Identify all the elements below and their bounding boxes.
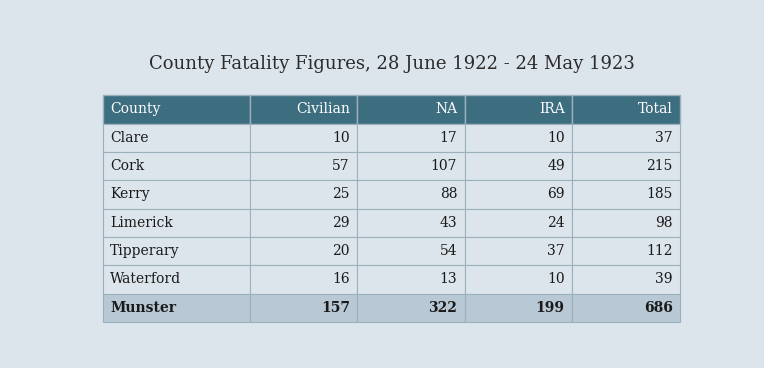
Bar: [572, 180, 681, 209]
Bar: [465, 124, 572, 152]
Bar: [572, 152, 681, 180]
Bar: [358, 209, 465, 237]
Text: IRA: IRA: [539, 102, 565, 116]
Bar: [572, 237, 681, 265]
Text: 37: 37: [547, 244, 565, 258]
Text: 20: 20: [332, 244, 350, 258]
Bar: [465, 180, 572, 209]
Bar: [572, 265, 681, 294]
Bar: [102, 294, 250, 322]
Text: 16: 16: [332, 272, 350, 286]
Bar: [250, 237, 358, 265]
Bar: [358, 95, 465, 124]
Text: 686: 686: [644, 301, 673, 315]
Text: 29: 29: [332, 216, 350, 230]
Text: 43: 43: [439, 216, 457, 230]
Bar: [572, 209, 681, 237]
Bar: [572, 95, 681, 124]
Text: 185: 185: [646, 187, 673, 201]
Text: 37: 37: [656, 131, 673, 145]
Bar: [250, 180, 358, 209]
Bar: [358, 237, 465, 265]
Bar: [572, 124, 681, 152]
Bar: [102, 180, 250, 209]
Bar: [572, 294, 681, 322]
Text: Total: Total: [638, 102, 673, 116]
Text: 215: 215: [646, 159, 673, 173]
Text: Waterford: Waterford: [110, 272, 181, 286]
Text: County: County: [110, 102, 160, 116]
Text: 25: 25: [332, 187, 350, 201]
Text: Limerick: Limerick: [110, 216, 173, 230]
Text: Clare: Clare: [110, 131, 149, 145]
Bar: [250, 152, 358, 180]
Bar: [102, 124, 250, 152]
Bar: [465, 237, 572, 265]
Text: NA: NA: [435, 102, 457, 116]
Text: 199: 199: [536, 301, 565, 315]
Text: 24: 24: [547, 216, 565, 230]
Bar: [465, 209, 572, 237]
Bar: [465, 152, 572, 180]
Bar: [358, 180, 465, 209]
Text: Munster: Munster: [110, 301, 176, 315]
Text: 10: 10: [547, 131, 565, 145]
Text: 112: 112: [646, 244, 673, 258]
Text: 10: 10: [332, 131, 350, 145]
Text: 98: 98: [656, 216, 673, 230]
Bar: [250, 209, 358, 237]
Bar: [250, 95, 358, 124]
Bar: [250, 265, 358, 294]
Bar: [250, 294, 358, 322]
Text: Cork: Cork: [110, 159, 144, 173]
Bar: [358, 152, 465, 180]
Text: 10: 10: [547, 272, 565, 286]
Bar: [102, 209, 250, 237]
Text: County Fatality Figures, 28 June 1922 - 24 May 1923: County Fatality Figures, 28 June 1922 - …: [149, 56, 634, 74]
Bar: [102, 237, 250, 265]
Bar: [358, 294, 465, 322]
Text: 17: 17: [439, 131, 457, 145]
Text: Tipperary: Tipperary: [110, 244, 180, 258]
Text: 57: 57: [332, 159, 350, 173]
Bar: [465, 294, 572, 322]
Text: 49: 49: [547, 159, 565, 173]
Text: 54: 54: [439, 244, 457, 258]
Bar: [250, 124, 358, 152]
Text: 69: 69: [547, 187, 565, 201]
Bar: [465, 265, 572, 294]
Text: 322: 322: [429, 301, 457, 315]
Text: 157: 157: [321, 301, 350, 315]
Text: 39: 39: [656, 272, 673, 286]
Bar: [465, 95, 572, 124]
Bar: [102, 152, 250, 180]
Text: 107: 107: [431, 159, 457, 173]
Bar: [102, 265, 250, 294]
Text: 88: 88: [440, 187, 457, 201]
Bar: [358, 124, 465, 152]
Bar: [358, 265, 465, 294]
Text: 13: 13: [439, 272, 457, 286]
Text: Civilian: Civilian: [296, 102, 350, 116]
Text: Kerry: Kerry: [110, 187, 150, 201]
Bar: [102, 95, 250, 124]
